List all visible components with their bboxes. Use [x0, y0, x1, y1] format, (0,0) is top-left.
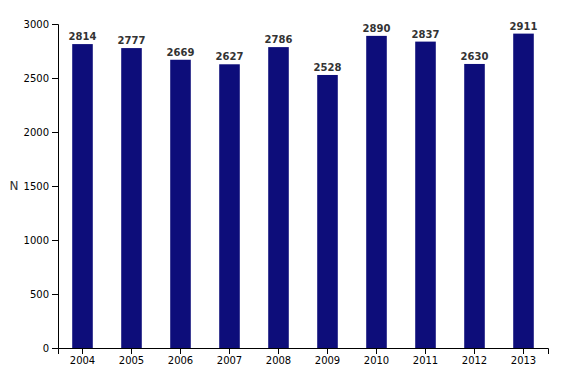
tick: 2006 [168, 348, 193, 366]
data-label: 2911 [510, 21, 538, 32]
bar [268, 47, 289, 348]
data-label: 2837 [412, 29, 440, 40]
tick: 2010 [364, 348, 389, 366]
tick-label: 500 [30, 289, 49, 300]
tick: 0 [43, 343, 58, 354]
bar [72, 44, 93, 348]
tick-label: 1000 [24, 235, 49, 246]
tick: 2011 [413, 348, 438, 366]
tick: 3000 [24, 19, 58, 30]
tick-mark [82, 348, 83, 354]
bars [72, 34, 534, 348]
tick-mark [278, 348, 279, 354]
bar [170, 60, 191, 348]
tick-label: 2008 [266, 355, 291, 366]
tick-label: 3000 [24, 19, 49, 30]
bar [219, 64, 240, 348]
bar [415, 42, 436, 348]
tick: 2005 [119, 348, 144, 366]
tick-mark [131, 348, 132, 354]
axis-line [59, 349, 549, 355]
bar [464, 64, 485, 348]
tick-label: 2010 [364, 355, 389, 366]
tick: 2013 [511, 348, 536, 366]
tick-mark [52, 294, 58, 295]
tick: 500 [30, 289, 58, 300]
tick: 2000 [24, 127, 58, 138]
tick-label: 2007 [217, 355, 242, 366]
x-axis: 2004 2005 2006 2007 2008 2009 2010 2011 2012 2013 [59, 348, 549, 366]
tick-label: 2012 [462, 355, 487, 366]
data-label: 2630 [461, 51, 489, 62]
tick: 2007 [217, 348, 242, 366]
bar [513, 34, 534, 348]
tick-mark [425, 348, 426, 354]
tick-mark [52, 78, 58, 79]
tick-label: 2005 [119, 355, 144, 366]
bar [366, 36, 387, 348]
data-labels: 2814 2777 2669 2627 2786 2528 2890 2837 2630 2911 [69, 21, 538, 73]
tick: 1000 [24, 235, 58, 246]
tick-mark [52, 24, 58, 25]
chart: 2004 2005 2006 2007 2008 2009 2010 2011 2012 2013… [0, 0, 564, 380]
tick-label: 2013 [511, 355, 536, 366]
tick-label: 2006 [168, 355, 193, 366]
tick: 2009 [315, 348, 340, 366]
data-label: 2786 [265, 34, 293, 45]
tick-mark [376, 348, 377, 354]
tick-label: 2500 [24, 73, 49, 84]
tick: 2012 [462, 348, 487, 366]
tick-label: 2004 [70, 355, 95, 366]
tick-mark [229, 348, 230, 354]
axis-line [52, 25, 59, 349]
bar [121, 48, 142, 348]
data-label: 2669 [167, 47, 195, 58]
tick-label: 1500 [24, 181, 49, 192]
tick-label: 2000 [24, 127, 49, 138]
tick-mark [523, 348, 524, 354]
data-label: 2890 [363, 23, 391, 34]
tick-mark [180, 348, 181, 354]
tick-label: 0 [43, 343, 49, 354]
bar [317, 75, 338, 348]
tick-label: 2009 [315, 355, 340, 366]
tick-label: 2011 [413, 355, 438, 366]
plot: 2004 2005 2006 2007 2008 2009 2010 2011 2012 2013… [24, 19, 549, 366]
tick-mark [52, 240, 58, 241]
data-label: 2627 [216, 51, 244, 62]
y-axis: 0 500 1000 1500 2000 2500 3000 [24, 19, 59, 354]
axis-title: N [10, 179, 19, 193]
data-label: 2528 [314, 62, 342, 73]
tick: 1500 [24, 181, 58, 192]
tick: 2008 [266, 348, 291, 366]
tick-mark [474, 348, 475, 354]
tick: 2004 [70, 348, 95, 366]
tick-mark [52, 348, 58, 349]
data-label: 2814 [69, 31, 97, 42]
tick-mark [327, 348, 328, 354]
data-label: 2777 [118, 35, 146, 46]
tick: 2500 [24, 73, 58, 84]
tick-mark [52, 186, 58, 187]
tick-mark [52, 132, 58, 133]
